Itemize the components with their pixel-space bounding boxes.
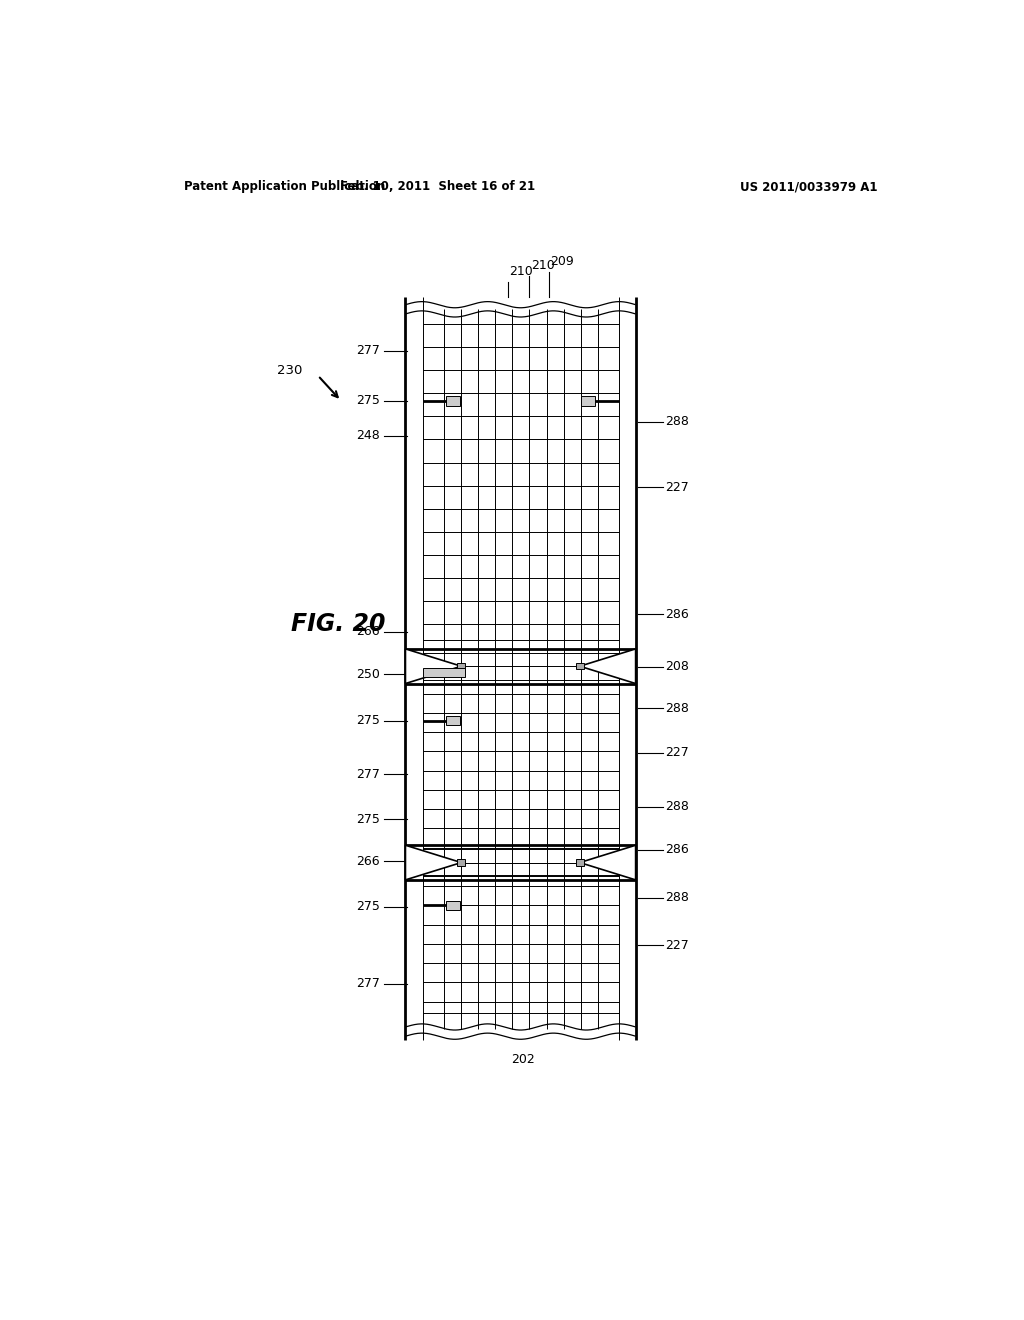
Text: 277: 277 [356,345,380,358]
Text: 275: 275 [356,395,380,408]
Bar [575,859,584,866]
Polygon shape [406,649,461,684]
Text: FIG. 20: FIG. 20 [291,612,385,636]
Text: 227: 227 [665,480,689,494]
Bar [582,396,595,405]
Text: 227: 227 [665,939,689,952]
Text: 288: 288 [665,416,689,428]
Text: 286: 286 [665,843,689,857]
Text: 275: 275 [356,900,380,913]
Text: 266: 266 [356,626,380,639]
Polygon shape [406,845,461,880]
Bar [458,663,465,669]
Text: 210: 210 [531,259,555,272]
Text: 277: 277 [356,977,380,990]
Text: 248: 248 [356,429,380,442]
Text: 266: 266 [356,855,380,869]
Text: 275: 275 [356,813,380,825]
Text: 230: 230 [276,363,302,376]
Text: 288: 288 [665,800,689,813]
Polygon shape [580,649,636,684]
Text: 210: 210 [509,265,534,277]
Text: 209: 209 [550,255,574,268]
Text: 227: 227 [665,746,689,759]
Text: 275: 275 [356,714,380,727]
Bar [458,859,465,866]
Text: 288: 288 [665,702,689,714]
Bar [445,900,460,909]
Bar [575,663,584,669]
Bar [423,668,465,677]
Text: 277: 277 [356,768,380,781]
Text: Feb. 10, 2011  Sheet 16 of 21: Feb. 10, 2011 Sheet 16 of 21 [340,181,536,194]
Text: Patent Application Publication: Patent Application Publication [183,181,385,194]
Text: 288: 288 [665,891,689,904]
Bar [445,715,460,725]
Text: 250: 250 [356,668,380,681]
Text: 202: 202 [511,1053,536,1067]
Text: 286: 286 [665,607,689,620]
Bar [445,396,460,405]
Text: US 2011/0033979 A1: US 2011/0033979 A1 [740,181,878,194]
Text: 208: 208 [665,660,689,673]
Polygon shape [580,845,636,880]
